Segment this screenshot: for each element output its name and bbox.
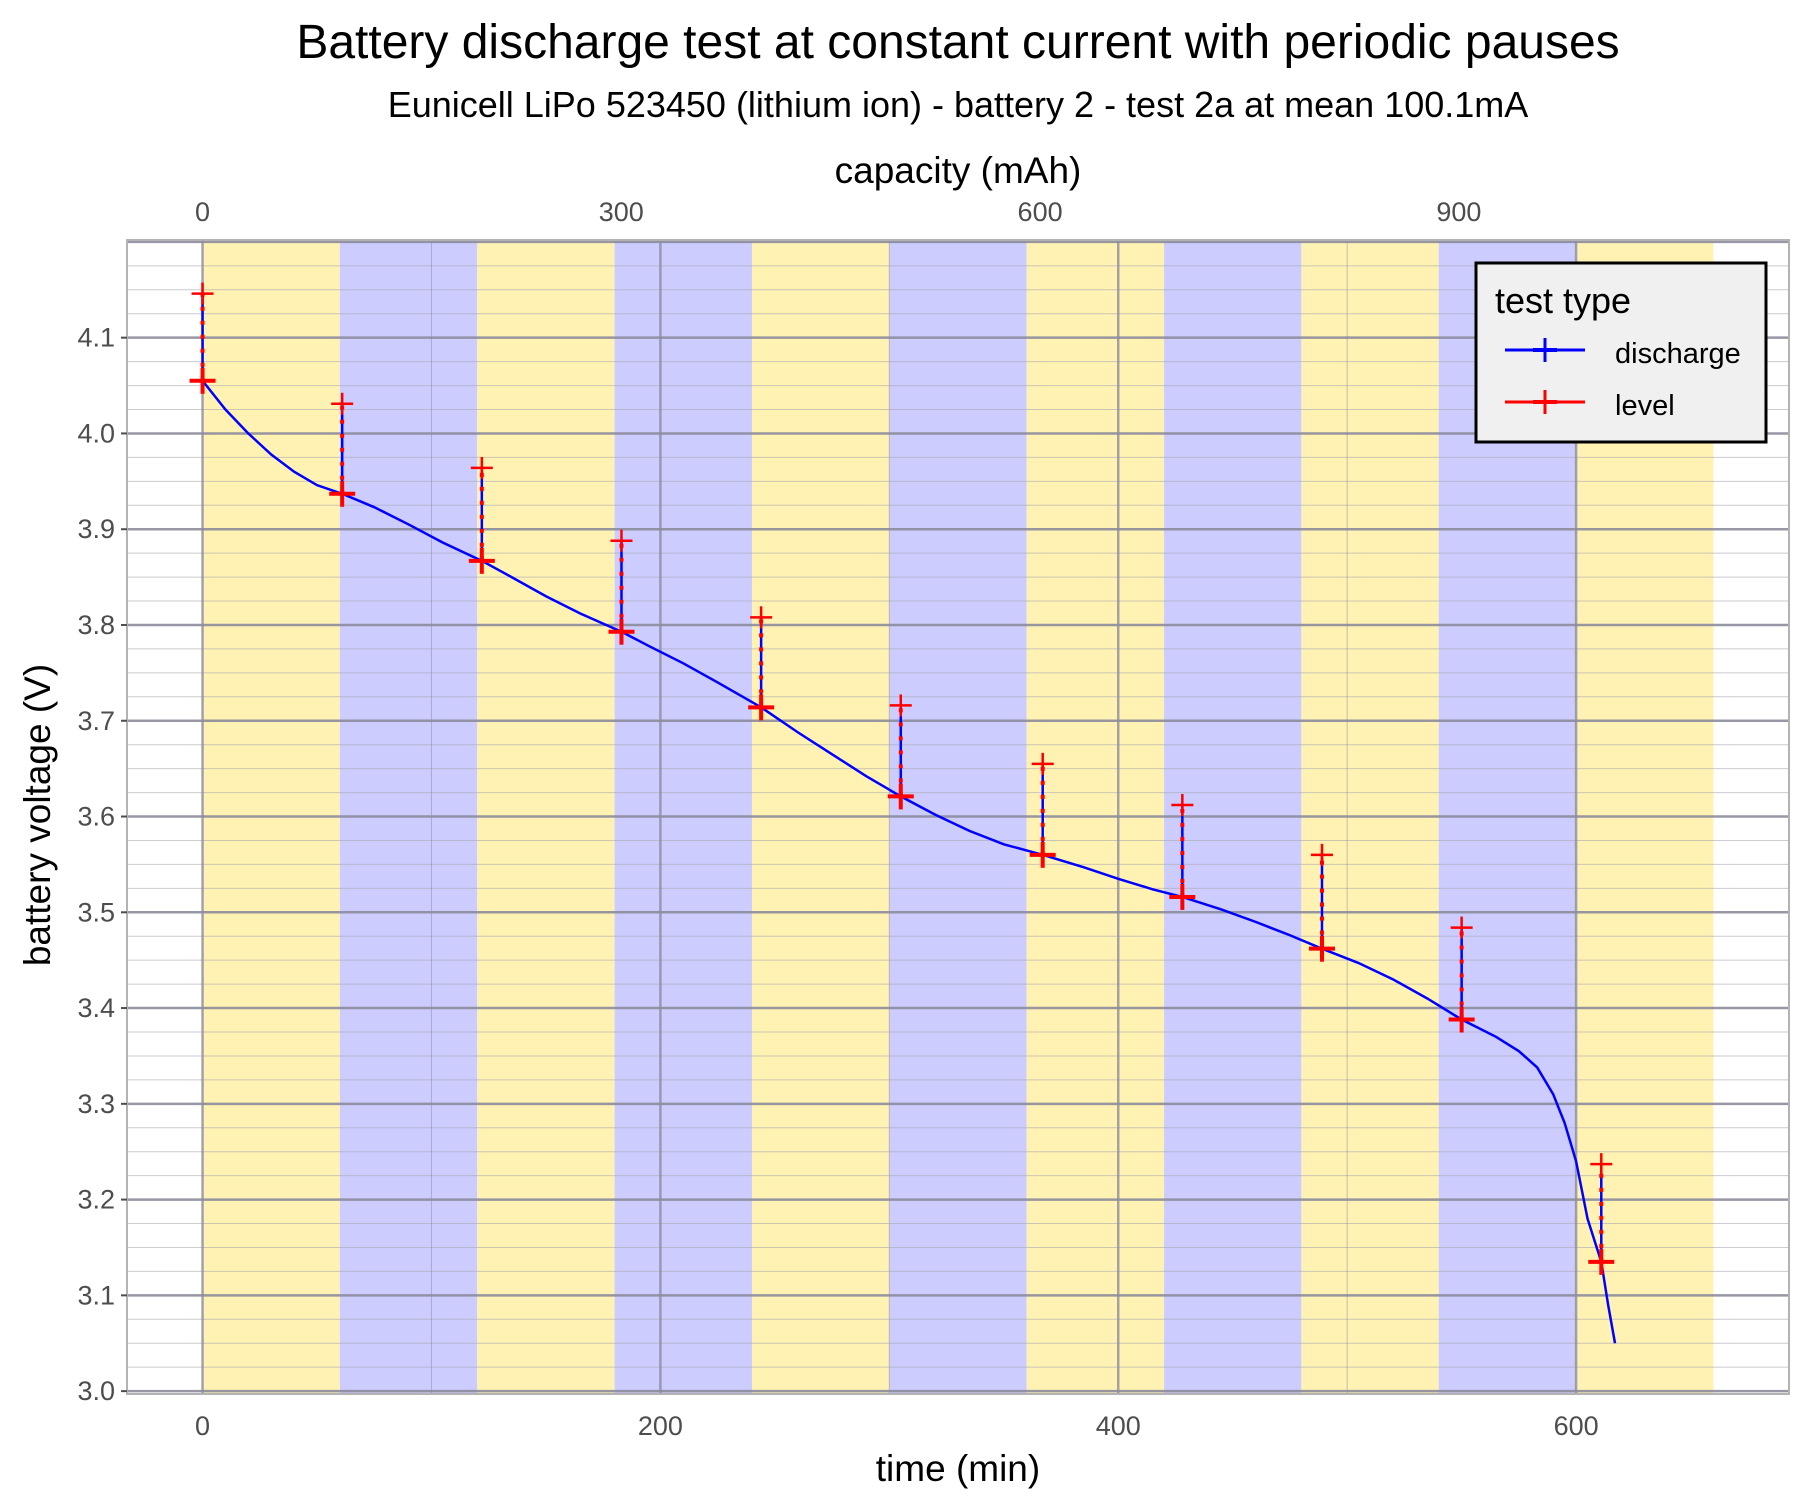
legend: test type discharge level [1474,261,1768,444]
x-tick-label: 0 [195,1411,210,1441]
legend-key-level [1505,390,1585,414]
y-tick-label: 3.4 [77,993,115,1023]
level-point-low [748,694,775,721]
level-point-high [1590,1153,1613,1176]
series-layer [189,282,1617,1344]
level-point-high [750,606,773,629]
x-tick-label: 400 [1096,1411,1141,1441]
x2-tick-label: 900 [1436,197,1481,227]
y-tick-label: 4.1 [77,323,115,353]
level-point-low [1169,883,1196,910]
level-point-low [329,480,356,507]
level-point-high [191,282,214,305]
x2-tick-label: 600 [1018,197,1063,227]
y-tick-label: 3.6 [77,802,115,832]
level-point-high [331,392,354,415]
y-tick-label: 3.3 [77,1089,115,1119]
y-tick-label: 4.0 [77,418,115,448]
x-tick-label: 200 [638,1411,683,1441]
legend-label-level: level [1615,390,1675,422]
y-tick-label: 3.7 [77,706,115,736]
legend-title: test type [1495,280,1631,321]
x2-axis-label: capacity (mAh) [835,150,1082,191]
level-point-low [608,618,635,645]
level-point-low [1029,841,1056,868]
level-point-high [1450,916,1473,939]
level-point-high [610,529,633,552]
chart-subtitle: Eunicell LiPo 523450 (lithium ion) - bat… [388,84,1529,125]
y-tick-label: 3.0 [77,1376,115,1406]
x2-tick-label: 300 [599,197,644,227]
legend-box [1474,261,1768,444]
y-tick-label: 3.8 [77,610,115,640]
x2-tick-label: 0 [195,197,210,227]
y-tick-label: 3.5 [77,897,115,927]
y-tick-label: 3.1 [77,1280,115,1310]
level-point-low [1308,935,1335,962]
axis-ticks: 3.0 3.1 3.2 3.3 3.4 3.5 3.6 3.7 3.8 3.9 4.0 4.1 0 200… [77,197,1598,1441]
chart-title: Battery discharge test at constant curre… [296,16,1619,69]
level-point-low [189,367,216,394]
discharge-line [201,379,1617,1344]
level-point-low [1448,1006,1475,1033]
y-tick-label: 3.9 [77,514,115,544]
level-point-high [1171,794,1194,817]
y-axis-label: battery voltage (V) [17,664,58,966]
level-point-low [887,783,914,810]
level-point-high [1031,752,1054,775]
level-point-low [468,547,495,574]
x-axis-label: time (min) [876,1448,1040,1489]
level-point-low [1588,1248,1615,1275]
y-tick-label: 3.2 [77,1185,115,1215]
level-point-high [470,456,493,479]
legend-label-discharge: discharge [1615,338,1741,370]
legend-key-discharge [1505,338,1585,362]
level-point-high [889,694,912,717]
level-point-high [1310,843,1333,866]
x-tick-label: 600 [1554,1411,1599,1441]
gridlines [127,240,1789,1394]
